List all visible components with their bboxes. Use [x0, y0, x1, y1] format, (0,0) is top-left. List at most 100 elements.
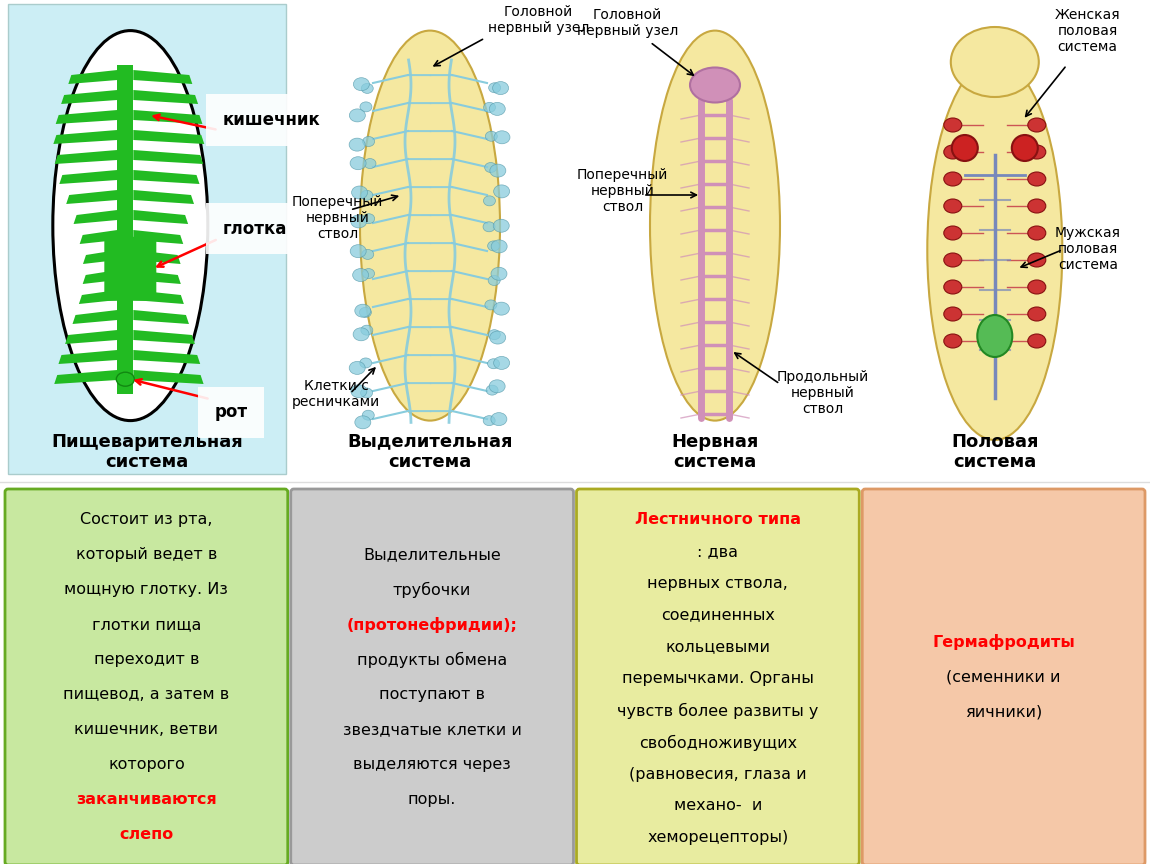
- Ellipse shape: [1028, 334, 1045, 348]
- Ellipse shape: [978, 315, 1012, 357]
- Ellipse shape: [944, 253, 961, 267]
- Ellipse shape: [355, 416, 370, 429]
- Ellipse shape: [353, 327, 369, 340]
- Ellipse shape: [362, 410, 374, 420]
- Ellipse shape: [1028, 145, 1045, 159]
- Polygon shape: [68, 70, 117, 84]
- Text: Клетки с
ресничками: Клетки с ресничками: [292, 379, 381, 410]
- Text: глотки пища: глотки пища: [92, 617, 201, 632]
- Text: кишечник: кишечник: [222, 111, 320, 129]
- Ellipse shape: [493, 302, 509, 315]
- Ellipse shape: [952, 135, 978, 161]
- Ellipse shape: [491, 413, 507, 426]
- Ellipse shape: [353, 269, 369, 282]
- Text: яичники): яичники): [965, 704, 1042, 720]
- Text: выделяются через: выделяются через: [353, 757, 511, 772]
- Ellipse shape: [490, 331, 506, 344]
- Ellipse shape: [493, 219, 509, 232]
- Text: мощную глотку. Из: мощную глотку. Из: [64, 582, 229, 597]
- Ellipse shape: [53, 30, 208, 421]
- Text: (семенники и: (семенники и: [946, 670, 1060, 684]
- Polygon shape: [79, 230, 117, 244]
- Text: нервных ствола,: нервных ствола,: [647, 575, 788, 591]
- Polygon shape: [55, 110, 117, 124]
- Ellipse shape: [944, 172, 961, 186]
- Ellipse shape: [488, 359, 499, 369]
- Ellipse shape: [360, 30, 500, 421]
- Text: механо-  и: механо- и: [674, 798, 762, 813]
- Text: Нервная
система: Нервная система: [672, 433, 759, 472]
- Polygon shape: [133, 370, 204, 384]
- Text: переходит в: переходит в: [93, 652, 199, 667]
- Text: Выделительная
система: Выделительная система: [347, 433, 513, 472]
- Ellipse shape: [350, 361, 366, 374]
- Polygon shape: [133, 70, 192, 84]
- Ellipse shape: [365, 159, 376, 168]
- Text: Мужская
половая
система: Мужская половая система: [1055, 226, 1121, 272]
- Polygon shape: [66, 330, 117, 344]
- Text: кишечник, ветви: кишечник, ветви: [75, 722, 218, 737]
- Text: Поперечный
нервный
ствол: Поперечный нервный ствол: [292, 195, 383, 241]
- Ellipse shape: [489, 330, 500, 340]
- Text: Головной
нервный узел: Головной нервный узел: [488, 5, 590, 35]
- Ellipse shape: [1012, 135, 1037, 161]
- Ellipse shape: [484, 162, 497, 173]
- FancyBboxPatch shape: [8, 4, 286, 474]
- Polygon shape: [133, 310, 189, 324]
- Ellipse shape: [361, 190, 373, 200]
- Ellipse shape: [944, 280, 961, 294]
- Polygon shape: [133, 190, 194, 204]
- Ellipse shape: [116, 372, 135, 386]
- Text: рот: рот: [214, 403, 247, 422]
- Ellipse shape: [944, 334, 961, 348]
- Ellipse shape: [1028, 280, 1045, 294]
- Polygon shape: [133, 170, 199, 184]
- Ellipse shape: [351, 384, 367, 397]
- Ellipse shape: [1028, 199, 1045, 213]
- FancyBboxPatch shape: [291, 489, 574, 864]
- Polygon shape: [61, 90, 117, 104]
- Text: поступают в: поступают в: [380, 687, 485, 702]
- Ellipse shape: [650, 30, 780, 421]
- Text: звездчатые клетки и: звездчатые клетки и: [343, 722, 522, 737]
- Ellipse shape: [483, 416, 496, 426]
- Text: заканчиваются: заканчиваются: [76, 792, 216, 807]
- Ellipse shape: [350, 156, 366, 169]
- Ellipse shape: [350, 109, 366, 122]
- Polygon shape: [59, 350, 117, 364]
- Ellipse shape: [351, 245, 366, 257]
- Ellipse shape: [1028, 307, 1045, 321]
- FancyBboxPatch shape: [5, 489, 288, 864]
- Polygon shape: [133, 290, 184, 304]
- Polygon shape: [79, 290, 117, 304]
- Text: Состоит из рта,: Состоит из рта,: [81, 512, 213, 527]
- Polygon shape: [133, 330, 194, 344]
- Polygon shape: [74, 210, 117, 224]
- Ellipse shape: [1028, 253, 1045, 267]
- Ellipse shape: [488, 241, 499, 251]
- Text: хеморецепторы): хеморецепторы): [647, 830, 789, 845]
- Ellipse shape: [486, 385, 498, 395]
- Ellipse shape: [951, 27, 1038, 97]
- Text: пищевод, а затем в: пищевод, а затем в: [63, 687, 230, 702]
- FancyBboxPatch shape: [862, 489, 1145, 864]
- Ellipse shape: [489, 83, 500, 92]
- Polygon shape: [53, 130, 117, 144]
- Text: свободноживущих: свободноживущих: [638, 734, 797, 751]
- Ellipse shape: [944, 307, 961, 321]
- Text: глотка: глотка: [222, 219, 286, 238]
- Ellipse shape: [690, 67, 739, 103]
- Text: трубочки: трубочки: [393, 582, 471, 598]
- Text: которого: которого: [108, 757, 185, 772]
- Text: : два: : два: [697, 543, 738, 559]
- Text: Половая
система: Половая система: [951, 433, 1038, 472]
- Ellipse shape: [361, 325, 373, 335]
- Ellipse shape: [489, 380, 505, 393]
- Text: чувств более развиты у: чувств более развиты у: [618, 703, 819, 719]
- Polygon shape: [133, 230, 183, 244]
- Text: продукты обмена: продукты обмена: [356, 652, 507, 668]
- Polygon shape: [83, 270, 117, 284]
- Text: (равновесия, глаза и: (равновесия, глаза и: [629, 766, 806, 782]
- Ellipse shape: [360, 102, 371, 111]
- Text: Гермафродиты: Гермафродиты: [933, 634, 1075, 651]
